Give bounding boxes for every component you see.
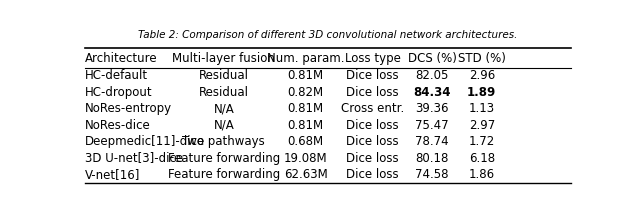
Text: Dice loss: Dice loss [346, 86, 399, 99]
Text: Dice loss: Dice loss [346, 168, 399, 181]
Text: HC-default: HC-default [85, 69, 148, 82]
Text: 80.18: 80.18 [415, 152, 449, 164]
Text: 1.13: 1.13 [468, 102, 495, 115]
Text: Architecture: Architecture [85, 52, 157, 65]
Text: Loss type: Loss type [345, 52, 401, 65]
Text: 3D U-net[3]-dice: 3D U-net[3]-dice [85, 152, 183, 164]
Text: Deepmedic[11]-dice: Deepmedic[11]-dice [85, 135, 205, 148]
Text: Dice loss: Dice loss [346, 152, 399, 164]
Text: 1.72: 1.72 [468, 135, 495, 148]
Text: HC-dropout: HC-dropout [85, 86, 152, 99]
Text: 0.81M: 0.81M [287, 69, 324, 82]
Text: 19.08M: 19.08M [284, 152, 328, 164]
Text: 2.96: 2.96 [468, 69, 495, 82]
Text: 62.63M: 62.63M [284, 168, 328, 181]
Text: Feature forwarding: Feature forwarding [168, 152, 280, 164]
Text: 0.81M: 0.81M [287, 102, 324, 115]
Text: V-net[16]: V-net[16] [85, 168, 140, 181]
Text: 1.86: 1.86 [468, 168, 495, 181]
Text: N/A: N/A [214, 119, 234, 132]
Text: N/A: N/A [214, 102, 234, 115]
Text: Dice loss: Dice loss [346, 119, 399, 132]
Text: 1.89: 1.89 [467, 86, 497, 99]
Text: STD (%): STD (%) [458, 52, 506, 65]
Text: DCS (%): DCS (%) [408, 52, 456, 65]
Text: NoRes-dice: NoRes-dice [85, 119, 150, 132]
Text: 39.36: 39.36 [415, 102, 449, 115]
Text: Residual: Residual [199, 86, 249, 99]
Text: 0.68M: 0.68M [287, 135, 324, 148]
Text: Table 2: Comparison of different 3D convolutional network architectures.: Table 2: Comparison of different 3D conv… [138, 30, 518, 40]
Text: Two pathways: Two pathways [182, 135, 265, 148]
Text: 6.18: 6.18 [468, 152, 495, 164]
Text: Num. param.: Num. param. [267, 52, 344, 65]
Text: 0.81M: 0.81M [287, 119, 324, 132]
Text: Feature forwarding: Feature forwarding [168, 168, 280, 181]
Text: 74.58: 74.58 [415, 168, 449, 181]
Text: Cross entr.: Cross entr. [341, 102, 404, 115]
Text: 78.74: 78.74 [415, 135, 449, 148]
Text: Dice loss: Dice loss [346, 135, 399, 148]
Text: Multi-layer fusion: Multi-layer fusion [172, 52, 275, 65]
Text: 75.47: 75.47 [415, 119, 449, 132]
Text: 84.34: 84.34 [413, 86, 451, 99]
Text: Residual: Residual [199, 69, 249, 82]
Text: NoRes-entropy: NoRes-entropy [85, 102, 172, 115]
Text: 0.82M: 0.82M [287, 86, 324, 99]
Text: 2.97: 2.97 [468, 119, 495, 132]
Text: Dice loss: Dice loss [346, 69, 399, 82]
Text: 82.05: 82.05 [415, 69, 449, 82]
